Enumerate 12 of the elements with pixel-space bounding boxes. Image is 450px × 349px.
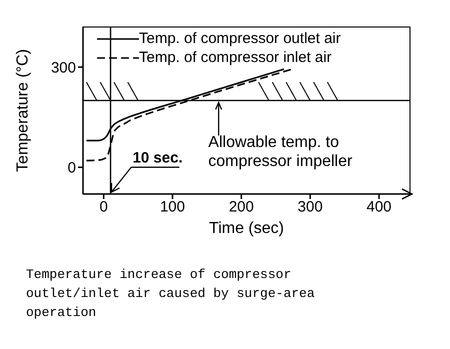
legend-label: Temp. of compressor outlet air [139, 29, 341, 48]
x-tick-label: 100 [160, 198, 186, 216]
text: Temperature increase of compressor outlet/inlet air caused by surge-area operation [26, 266, 316, 322]
x-tick-label: 0 [99, 198, 108, 216]
x-tick-label: 400 [366, 198, 392, 216]
x-axis-title: Time (sec) [209, 220, 284, 237]
x-tick-label: 200 [228, 198, 254, 216]
y-axis-title: Temperature (°C) [14, 49, 32, 172]
legend-label: Temp. of compressor inlet air [139, 48, 332, 67]
annotation: 10 sec. [132, 149, 183, 166]
ref-line-label: Allowable temp. to compressor impeller [208, 134, 354, 170]
x-tick-label: 300 [298, 198, 323, 216]
